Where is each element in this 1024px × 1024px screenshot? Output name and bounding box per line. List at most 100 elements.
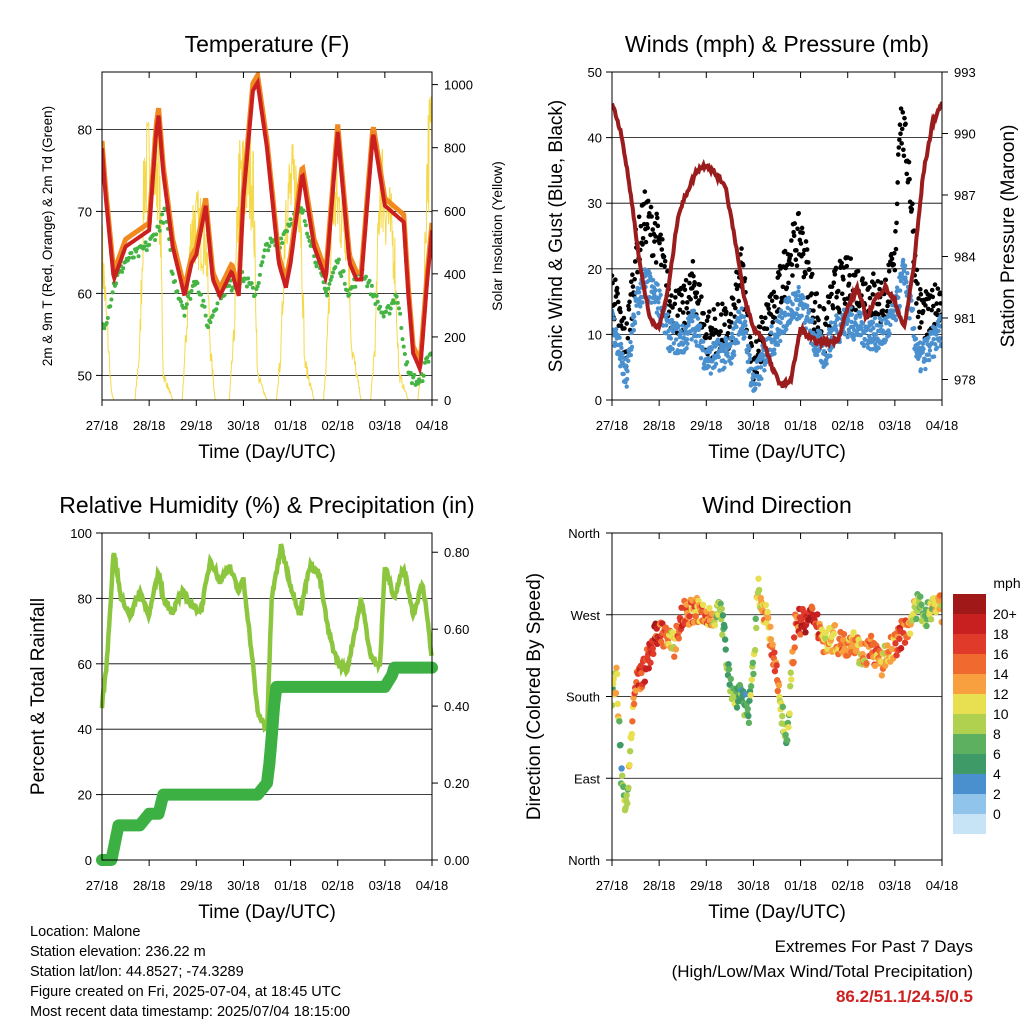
wind-point [729,331,735,337]
wind-point [700,348,706,353]
wind-point [801,295,807,300]
plot-area [96,543,438,866]
dewpoint-point [175,289,180,294]
direction-point [822,629,830,637]
y2-tick-label: 987 [954,188,976,203]
x-axis-label: Time (Day/UTC) [708,902,846,923]
y-tick-label: 100 [70,526,92,541]
y-tick-label: 0 [595,393,602,408]
dewpoint-point [386,303,391,308]
wind-point [638,304,643,309]
y-tick-label: 20 [588,262,602,277]
gust-point [929,287,935,293]
wind-point [817,330,823,335]
wind-point [632,321,638,326]
gust-point [729,320,734,325]
colorbar-swatch [953,694,986,714]
gust-point [643,239,649,245]
gust-point [740,263,746,268]
direction-point [725,665,733,673]
gust-point [618,309,623,315]
gust-point [895,152,901,157]
direction-point [762,601,770,609]
colorbar-swatch [953,754,986,774]
gust-point [901,153,907,159]
wind-point [671,341,677,346]
x-tick-label: 02/18 [321,878,354,893]
gust-point [699,294,704,300]
wind-point [689,337,694,342]
y-tick-label: 30 [588,196,602,211]
dewpoint-point [266,248,271,253]
wind-point [747,356,753,362]
gust-point [894,220,899,226]
gust-point [794,248,799,253]
x-tick-label: 01/18 [784,418,817,433]
direction-point [809,605,816,612]
gust-point [765,302,771,308]
dewpoint-point [206,325,211,330]
gust-point [789,262,795,267]
y-axis-label: Direction (Colored By Speed) [524,573,545,820]
gust-point [899,141,904,146]
wind-point [698,356,704,361]
wind-point [939,323,942,329]
dewpoint-point [202,304,207,309]
plot-area [612,101,942,393]
wind-point [910,306,916,312]
dewpoint-point [189,288,194,293]
dewpoint-point [305,231,310,236]
wind-point [735,340,741,345]
dewpoint-point [321,280,326,285]
gust-point [876,301,882,307]
y-tick-label: West [571,608,601,623]
wind-point [862,337,868,343]
panel-temperature: Temperature (F) Time (Day/UTC) 27/18 28/18 2… [40,31,505,463]
wind-point [782,313,788,318]
gust-point [690,259,696,264]
gust-point [612,301,618,307]
wind-point [701,339,706,344]
gust-point [860,276,865,281]
dewpoint-point [105,315,110,320]
dewpoint-point [188,296,193,301]
wind-point [655,282,660,287]
direction-point [779,703,787,711]
wind-point [810,317,815,322]
dewpoint-point [326,286,331,291]
dewpoint-point [156,225,161,230]
dewpoint-point [257,272,262,277]
dewpoint-point [333,265,338,270]
wind-point [706,364,712,369]
wind-point [650,277,656,283]
direction-point [686,613,693,620]
location-text: Location: Malone [30,924,141,940]
dewpoint-point [142,244,147,249]
dewpoint-point [405,360,410,365]
gust-point [673,295,678,300]
dewpoint-point [134,249,139,254]
gust-point [932,282,938,287]
gust-point [880,308,886,313]
direction-point [641,678,649,685]
colorbar-label: 2 [993,786,1001,802]
dewpoint-point [184,302,189,307]
direction-point [867,632,875,640]
gust-point [763,315,768,321]
direction-point [788,676,795,683]
gust-point [670,305,675,310]
gust-point [661,254,667,259]
wind-point [917,353,922,359]
wind-point [814,352,820,358]
wind-point [624,384,629,389]
wind-point [776,332,782,337]
wind-point [857,314,863,319]
gust-point [834,295,839,300]
colorbar-swatch [953,614,986,634]
dewpoint-point [331,270,335,275]
wind-point [708,371,714,376]
dewpoint-point [160,212,165,217]
wind-point [870,320,876,325]
gust-point [780,284,786,290]
direction-point [893,652,900,659]
